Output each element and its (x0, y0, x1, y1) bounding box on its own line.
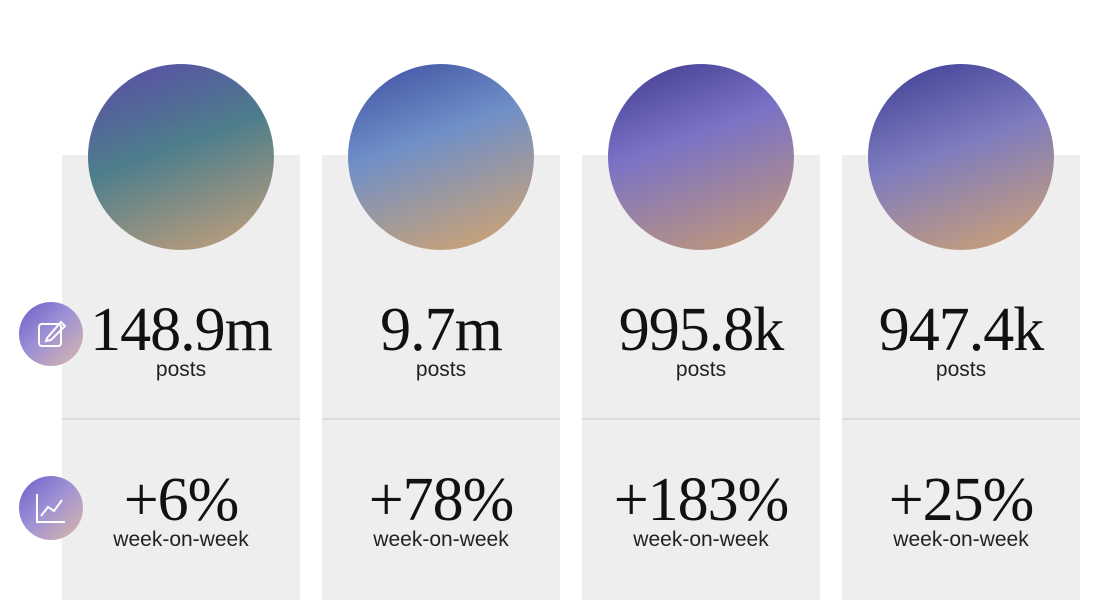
growth-label: week-on-week (893, 528, 1029, 551)
edit-icon (38, 320, 67, 347)
divider (842, 418, 1080, 420)
posts-icon (19, 302, 83, 366)
chart-icon (36, 494, 65, 523)
growth-value: +6% (123, 466, 240, 534)
divider (322, 418, 560, 420)
profile-photo (868, 64, 1054, 250)
divider (62, 418, 300, 420)
posts-label: posts (155, 358, 207, 381)
profile-photo (608, 64, 794, 250)
growth-value: +25% (888, 466, 1035, 534)
posts-count: 148.9m (90, 296, 273, 364)
growth-value: +183% (613, 466, 790, 534)
posts-count: 947.4k (878, 296, 1045, 364)
profile-photo (88, 64, 274, 250)
posts-label: posts (935, 358, 987, 381)
posts-label: posts (415, 358, 467, 381)
posts-count: 995.8k (618, 296, 785, 364)
growth-icon (19, 476, 83, 540)
growth-value: +78% (368, 466, 515, 534)
posts-count: 9.7m (380, 296, 503, 364)
growth-label: week-on-week (373, 528, 509, 551)
divider (582, 418, 820, 420)
profile-photo (348, 64, 534, 250)
posts-label: posts (675, 358, 727, 381)
growth-label: week-on-week (633, 528, 769, 551)
growth-label: week-on-week (113, 528, 249, 551)
